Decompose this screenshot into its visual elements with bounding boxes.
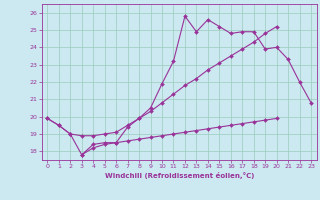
X-axis label: Windchill (Refroidissement éolien,°C): Windchill (Refroidissement éolien,°C): [105, 172, 254, 179]
